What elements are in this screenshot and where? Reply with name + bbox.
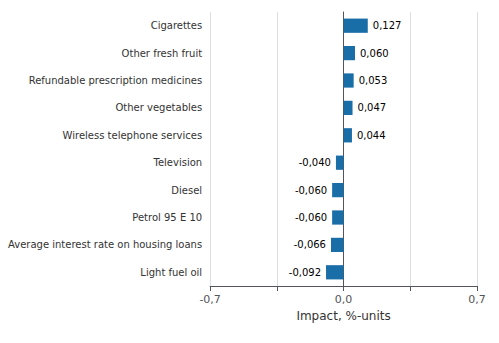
svg-text:-0,060: -0,060 <box>295 185 327 196</box>
svg-text:Petrol 95 E 10: Petrol 95 E 10 <box>132 212 202 223</box>
svg-text:Other vegetables: Other vegetables <box>115 102 202 113</box>
svg-text:Average interest rate on housi: Average interest rate on housing loans <box>8 239 202 250</box>
svg-text:-0,060: -0,060 <box>295 212 327 223</box>
svg-text:Refundable prescription medici: Refundable prescription medicines <box>29 75 202 86</box>
svg-text:0,0: 0,0 <box>335 293 353 306</box>
svg-text:Television: Television <box>152 157 202 168</box>
svg-text:0,127: 0,127 <box>373 20 402 31</box>
svg-text:Other fresh fruit: Other fresh fruit <box>122 48 203 59</box>
svg-text:-0,7: -0,7 <box>199 293 220 306</box>
svg-text:Wireless telephone services: Wireless telephone services <box>63 130 203 141</box>
svg-text:0,044: 0,044 <box>357 130 386 141</box>
svg-text:Impact, %-units: Impact, %-units <box>296 309 390 323</box>
svg-text:Cigarettes: Cigarettes <box>151 20 202 31</box>
svg-text:Light fuel oil: Light fuel oil <box>140 267 202 278</box>
svg-text:0,053: 0,053 <box>359 75 388 86</box>
svg-text:0,7: 0,7 <box>468 293 486 306</box>
svg-text:Diesel: Diesel <box>171 185 202 196</box>
svg-text:-0,066: -0,066 <box>294 239 326 250</box>
svg-text:-0,092: -0,092 <box>289 267 321 278</box>
svg-text:-0,040: -0,040 <box>299 157 331 168</box>
svg-text:0,047: 0,047 <box>358 102 387 113</box>
svg-text:0,060: 0,060 <box>360 48 389 59</box>
